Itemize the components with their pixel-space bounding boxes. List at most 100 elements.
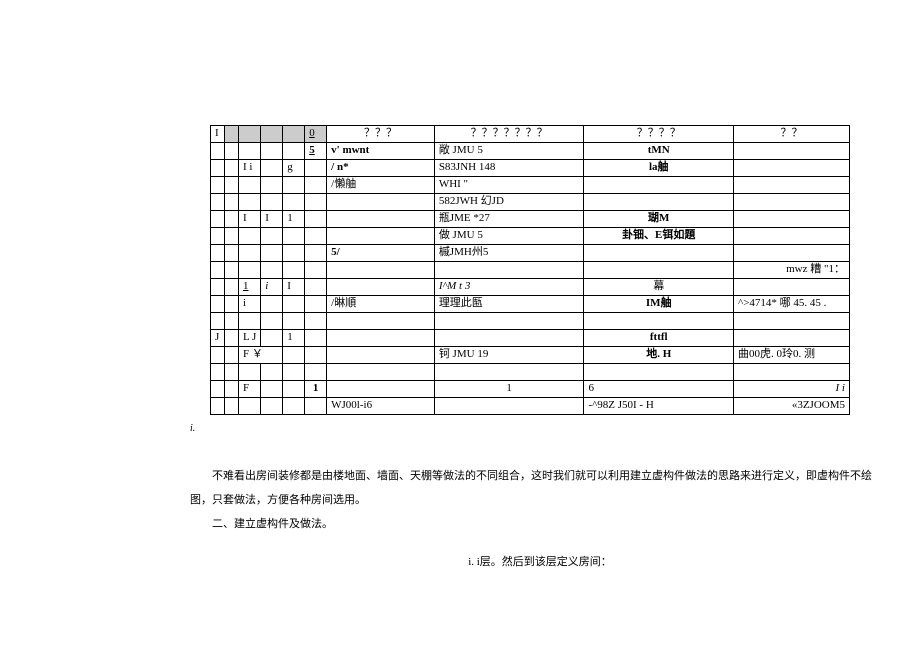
cell: I: [211, 126, 225, 143]
cell: [224, 262, 238, 279]
cell: [261, 296, 283, 313]
cell: [211, 364, 225, 381]
cell: [283, 262, 305, 279]
cell: S83JNH 148: [434, 160, 584, 177]
cell: [238, 143, 260, 160]
cell: 钶 JMU 19: [434, 347, 584, 364]
cell: [283, 177, 305, 194]
cell: [261, 381, 283, 398]
cell: I: [283, 279, 305, 296]
cell: 1: [283, 211, 305, 228]
cell: [283, 228, 305, 245]
cell: i: [261, 279, 283, 296]
cell: [261, 313, 283, 330]
cell: [224, 143, 238, 160]
cell: [734, 228, 850, 245]
table-row: i /晽順 理理此匦 IM舳 ^>4714* 哪 45. 45 .: [211, 296, 850, 313]
cell: [584, 262, 734, 279]
cell: 幕: [584, 279, 734, 296]
cell: [305, 313, 327, 330]
table-row: [211, 313, 850, 330]
cell: [283, 313, 305, 330]
cell: [434, 313, 584, 330]
cell: [261, 228, 283, 245]
table-row: 582JWH 幻JD: [211, 194, 850, 211]
cell: [224, 279, 238, 296]
cell: [434, 330, 584, 347]
cell: fttfl: [584, 330, 734, 347]
cell: ？？？？？？？: [434, 126, 584, 143]
cell: [238, 364, 260, 381]
table-row: 1 i I I^M t 3 幕: [211, 279, 850, 296]
cell: F ￥: [238, 347, 282, 364]
cell: [734, 330, 850, 347]
cell: [305, 228, 327, 245]
cell: ^>4714* 哪 45. 45 .: [734, 296, 850, 313]
cell: [327, 228, 435, 245]
cell: [734, 279, 850, 296]
cell: [211, 262, 225, 279]
cell: [327, 211, 435, 228]
cell: [211, 245, 225, 262]
cell: [238, 126, 260, 143]
cell: [283, 194, 305, 211]
cell: [224, 228, 238, 245]
cell: [211, 211, 225, 228]
cell: [283, 381, 305, 398]
cell: [224, 296, 238, 313]
cell: I i: [734, 381, 850, 398]
table-row: WJ00l-i6 -^98Z J50I - H «3ZJOOM5: [211, 398, 850, 415]
cell: 5: [305, 143, 327, 160]
cell: [327, 330, 435, 347]
cell: 1: [283, 330, 305, 347]
cell: [211, 177, 225, 194]
cell: [584, 177, 734, 194]
cell: [305, 194, 327, 211]
cell: [224, 347, 238, 364]
cell: [283, 347, 305, 364]
cell: [224, 211, 238, 228]
table-row: 5/ 槭JMH州5: [211, 245, 850, 262]
paragraph-1: 不难看出房间装修都是由楼地面、墙面、天棚等做法的不同组合，这时我们就可以利用建立…: [190, 464, 890, 512]
cell: ？？: [734, 126, 850, 143]
table-row: 做 JMU 5 卦钿、E铒如題: [211, 228, 850, 245]
cell: [283, 398, 305, 415]
cell: [327, 347, 435, 364]
cell: ？？？: [327, 126, 435, 143]
cell: /懶舳: [327, 177, 435, 194]
cell: [734, 177, 850, 194]
cell: 理理此匦: [434, 296, 584, 313]
cell: [305, 398, 327, 415]
cell: [261, 364, 283, 381]
cell: [224, 177, 238, 194]
cell: /晽順: [327, 296, 435, 313]
cell: [734, 194, 850, 211]
cell: [283, 126, 305, 143]
table-row: 5 v' mwnt 敞 JMU 5 tMN: [211, 143, 850, 160]
table-row: F 1 1 6 I i: [211, 381, 850, 398]
cell: [305, 347, 327, 364]
cell: [261, 194, 283, 211]
cell: i: [238, 296, 260, 313]
cell: 做 JMU 5: [434, 228, 584, 245]
cell: g: [283, 160, 305, 177]
cell: [224, 194, 238, 211]
cell: 槭JMH州5: [434, 245, 584, 262]
cell: [238, 194, 260, 211]
cell: [584, 313, 734, 330]
cell: [327, 194, 435, 211]
paragraph-3: i. i层。然后到该层定义房间：: [190, 551, 890, 573]
table-row: /懶舳 WHI ": [211, 177, 850, 194]
cell: I: [261, 211, 283, 228]
cell: [224, 126, 238, 143]
cell: [224, 245, 238, 262]
cell: [305, 262, 327, 279]
paragraph-2: 二、建立虚构件及做法。: [190, 512, 890, 536]
cell: [211, 143, 225, 160]
cell: [305, 364, 327, 381]
cell: [224, 364, 238, 381]
cell: [305, 279, 327, 296]
cell: [211, 279, 225, 296]
cell: 瑚M: [584, 211, 734, 228]
cell: [584, 364, 734, 381]
